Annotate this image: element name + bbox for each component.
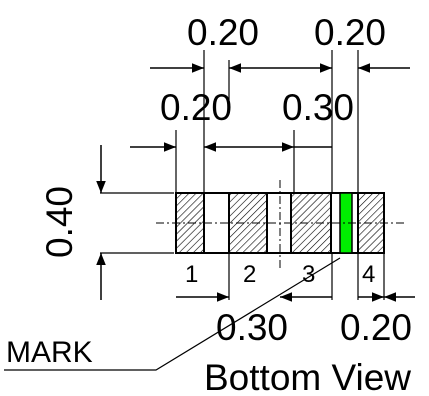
dim-pad-width-value: 0.20 [160, 87, 232, 128]
dim-top-right-value: 0.20 [314, 12, 386, 53]
extension-lines [100, 50, 385, 300]
view-title: Bottom View [204, 357, 411, 396]
dim-height-value: 0.40 [39, 186, 80, 258]
mark-leader [4, 257, 341, 371]
dim-pitch-value: 0.30 [282, 87, 354, 128]
pin-number-2: 2 [243, 261, 256, 288]
dim-bottom-pitch-value: 0.30 [216, 307, 288, 348]
dim-bottom-right-value: 0.20 [340, 307, 412, 348]
pin-number-1: 1 [185, 261, 198, 288]
pin-number-3: 3 [302, 261, 315, 288]
mark-label: MARK [6, 336, 93, 369]
dimension-lines [96, 63, 415, 302]
center-lines [156, 180, 404, 268]
dim-top-left-gap-value: 0.20 [187, 12, 259, 53]
pin-number-4: 4 [362, 261, 375, 288]
